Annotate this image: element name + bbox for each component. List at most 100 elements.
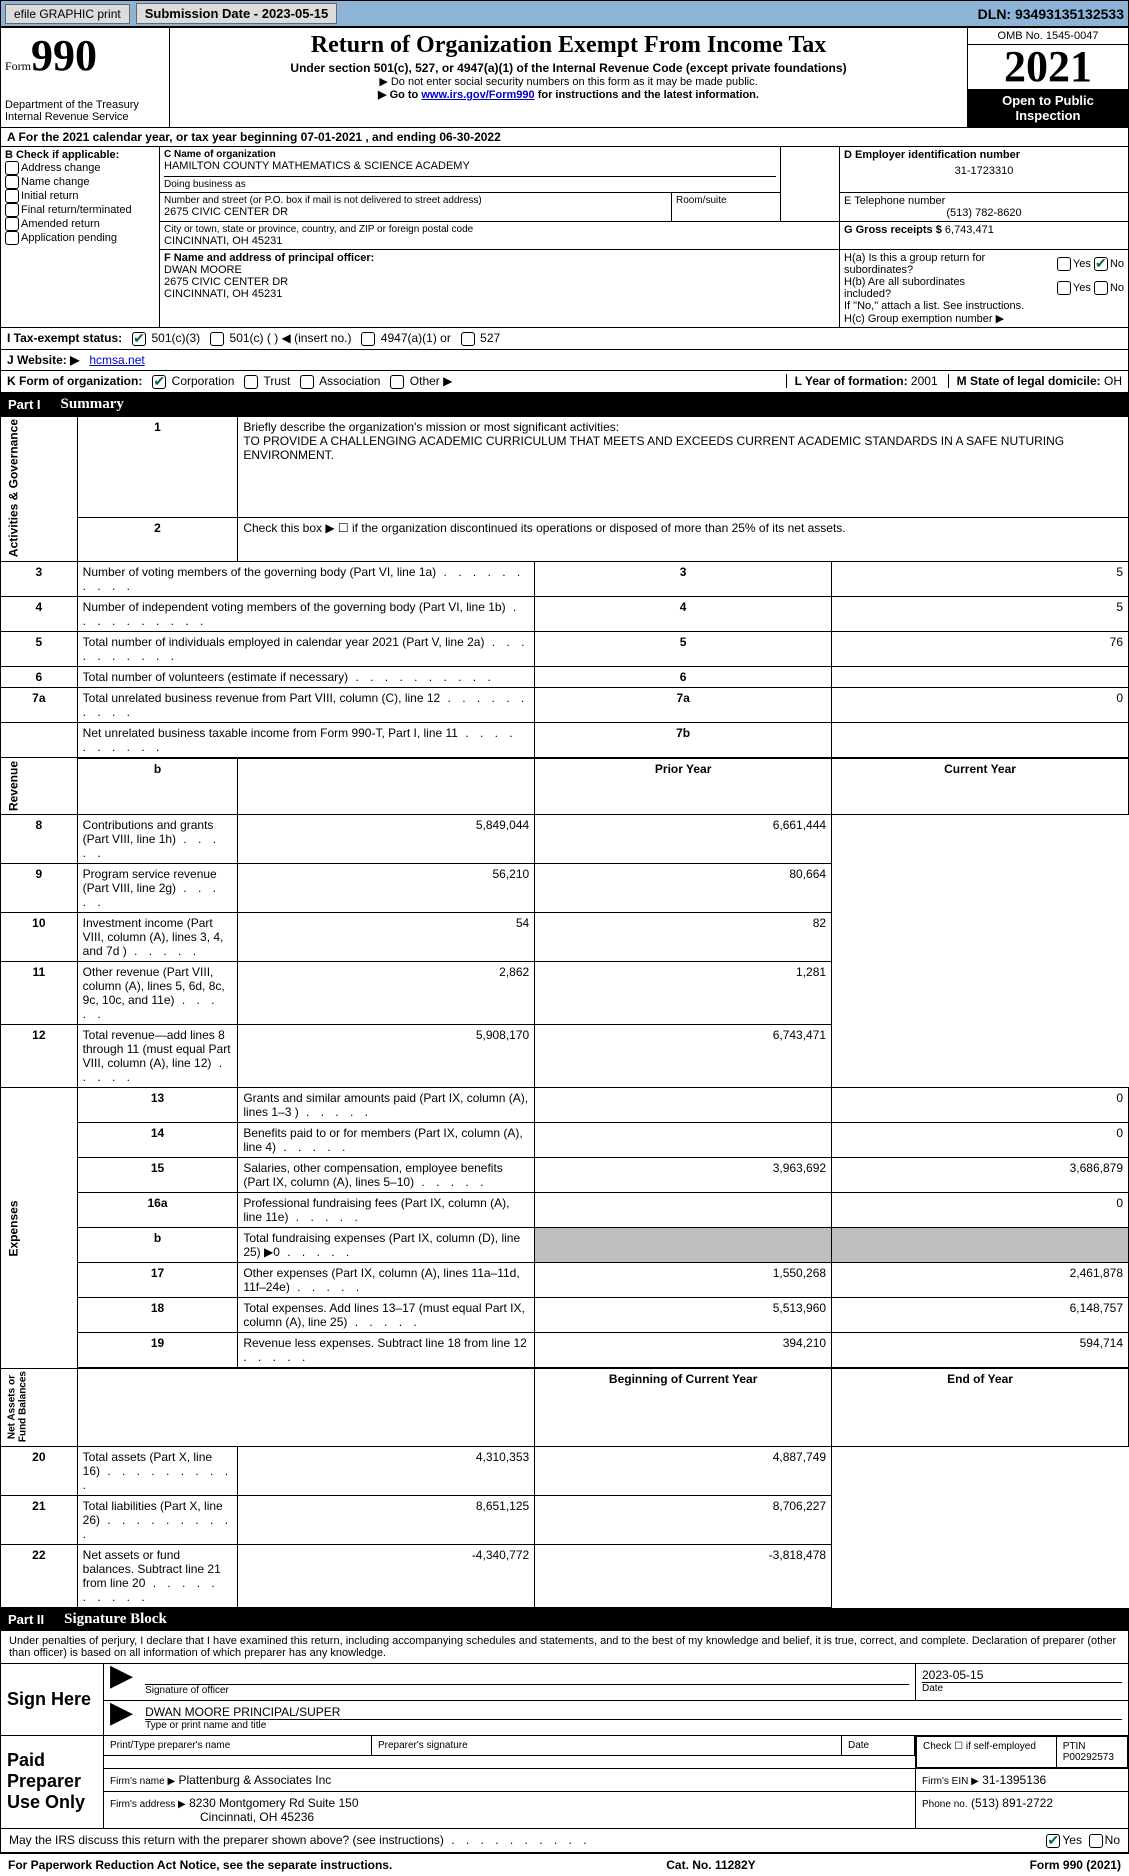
d-ein-label: D Employer identification number — [844, 149, 1124, 161]
line-ref: 6 — [535, 666, 832, 687]
current-val: 3,686,879 — [832, 1158, 1129, 1193]
prior-val: 54 — [238, 913, 535, 962]
footer-left: For Paperwork Reduction Act Notice, see … — [8, 1858, 392, 1872]
irs-label: Internal Revenue Service — [5, 111, 165, 123]
line-num: 16a — [77, 1193, 238, 1228]
hb-no[interactable] — [1094, 281, 1108, 295]
line-num: 14 — [77, 1123, 238, 1158]
current-val: 82 — [535, 913, 832, 962]
hb-note: If "No," attach a list. See instructions… — [844, 300, 1124, 312]
line-num: 11 — [1, 962, 78, 1025]
chk-name-change[interactable] — [5, 175, 19, 189]
line-val: 5 — [832, 596, 1129, 631]
col-begin: Beginning of Current Year — [535, 1368, 832, 1446]
current-val: 0 — [832, 1123, 1129, 1158]
chk-initial-return[interactable] — [5, 189, 19, 203]
line-text: Total number of volunteers (estimate if … — [77, 666, 535, 687]
chk-527[interactable] — [461, 332, 475, 346]
line-text: Number of independent voting members of … — [77, 596, 535, 631]
current-val: 2,461,878 — [832, 1263, 1129, 1298]
chk-amended-return[interactable] — [5, 217, 19, 231]
line-num: 19 — [77, 1333, 238, 1369]
paid-preparer-label: Paid Preparer Use Only — [1, 1735, 104, 1828]
vlabel-ag: Activities & Governance — [1, 416, 78, 561]
vlabel-rev: Revenue — [1, 758, 78, 815]
city-label: City or town, state or province, country… — [164, 224, 835, 235]
line-text: Grants and similar amounts paid (Part IX… — [238, 1088, 535, 1123]
part1-bar: Part I Summary — [0, 393, 1129, 416]
discuss-row: May the IRS discuss this return with the… — [0, 1829, 1129, 1853]
chk-assoc[interactable] — [300, 375, 314, 389]
chk-trust[interactable] — [244, 375, 258, 389]
row-a-period: A For the 2021 calendar year, or tax yea… — [0, 128, 1129, 146]
line-text: Total liabilities (Part X, line 26) — [77, 1495, 238, 1544]
prior-val: 2,862 — [238, 962, 535, 1025]
line-text: Net unrelated business taxable income fr… — [77, 722, 535, 758]
sig-date-value: 2023-05-15 — [922, 1668, 1122, 1682]
ein-value: 31-1723310 — [844, 165, 1124, 177]
ha-no[interactable] — [1094, 257, 1108, 271]
line-ref: 7a — [535, 687, 832, 722]
submission-date-button[interactable]: Submission Date - 2023-05-15 — [136, 3, 338, 24]
line-text: Total number of individuals employed in … — [77, 631, 535, 666]
arrow-icon: ▶ — [110, 1659, 133, 1692]
chk-corp[interactable] — [152, 375, 166, 389]
line-num: 21 — [1, 1495, 78, 1544]
end-val: -3,818,478 — [535, 1544, 832, 1607]
firm-name: Plattenburg & Associates Inc — [179, 1773, 332, 1787]
prior-val: 56,210 — [238, 864, 535, 913]
line-num: 7a — [1, 687, 78, 722]
addr-label: Number and street (or P.O. box if mail i… — [164, 195, 667, 206]
chk-other[interactable] — [390, 375, 404, 389]
officer-addr2: CINCINNATI, OH 45231 — [164, 288, 835, 300]
chk-501c3[interactable] — [132, 332, 146, 346]
line-num: b — [77, 1228, 238, 1263]
prior-val: 1,550,268 — [535, 1263, 832, 1298]
firm-ein: 31-1395136 — [982, 1773, 1046, 1787]
line-num: 6 — [1, 666, 78, 687]
form-note1: ▶ Do not enter social security numbers o… — [174, 75, 963, 88]
form-label: Form — [5, 59, 31, 73]
line-text: Program service revenue (Part VIII, line… — [77, 864, 238, 913]
website-link[interactable]: hcmsa.net — [89, 353, 144, 367]
discuss-no[interactable] — [1089, 1834, 1103, 1848]
line-val: 0 — [832, 687, 1129, 722]
open-inspection-label: Open to Public Inspection — [968, 89, 1128, 127]
chk-app-pending[interactable] — [5, 231, 19, 245]
tax-year: 2021 — [968, 45, 1128, 89]
prior-val: 5,908,170 — [238, 1025, 535, 1088]
ha-label: H(a) Is this a group return for subordin… — [844, 252, 1014, 276]
chk-501c[interactable] — [210, 332, 224, 346]
b-label: B Check if applicable: — [5, 149, 155, 161]
end-val: 4,887,749 — [535, 1446, 832, 1495]
col-prior: Prior Year — [535, 758, 832, 815]
prep-sig-label: Preparer's signature — [371, 1736, 841, 1756]
penalties-text: Under penalties of perjury, I declare th… — [0, 1631, 1129, 1663]
check-self-employed: Check ☐ if self-employed — [917, 1736, 1057, 1767]
dept-label: Department of the Treasury — [5, 99, 165, 111]
ha-yes[interactable] — [1057, 257, 1071, 271]
discuss-yes[interactable] — [1046, 1834, 1060, 1848]
line-val: 5 — [832, 561, 1129, 596]
hb-yes[interactable] — [1057, 281, 1071, 295]
prior-val: 5,513,960 — [535, 1298, 832, 1333]
korg-row: K Form of organization: Corporation Trus… — [0, 371, 1129, 393]
signature-table: Sign Here ▶ Signature of officer 2023-05… — [0, 1663, 1129, 1829]
chk-final-return[interactable] — [5, 203, 19, 217]
dba-label: Doing business as — [164, 176, 776, 190]
hc-label: H(c) Group exemption number ▶ — [844, 312, 1124, 325]
line-text: Investment income (Part VIII, column (A)… — [77, 913, 238, 962]
efile-print-button[interactable]: efile GRAPHIC print — [5, 4, 130, 24]
current-val: 1,281 — [535, 962, 832, 1025]
prior-val: 5,849,044 — [238, 815, 535, 864]
col-end: End of Year — [832, 1368, 1129, 1446]
chk-4947[interactable] — [361, 332, 375, 346]
form-subtitle: Under section 501(c), 527, or 4947(a)(1)… — [174, 61, 963, 75]
line-text: Revenue less expenses. Subtract line 18 … — [238, 1333, 535, 1369]
prior-val — [535, 1193, 832, 1228]
irs-link[interactable]: www.irs.gov/Form990 — [421, 89, 534, 101]
q1-label: Briefly describe the organization's miss… — [243, 420, 1123, 434]
current-val: 6,743,471 — [535, 1025, 832, 1088]
footer-mid: Cat. No. 11282Y — [666, 1858, 755, 1872]
chk-address-change[interactable] — [5, 161, 19, 175]
